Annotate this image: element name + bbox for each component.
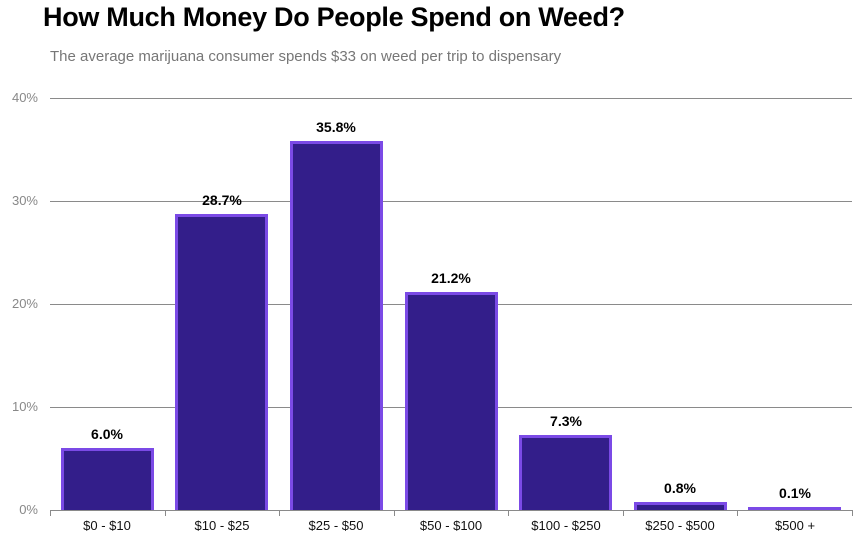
- x-axis-tick: [50, 510, 51, 516]
- bar-value-label: 0.8%: [664, 480, 696, 496]
- gridline-40: [50, 98, 852, 99]
- bar-value-label: 21.2%: [431, 270, 471, 286]
- bar: [634, 502, 727, 510]
- bar: [175, 214, 268, 510]
- x-category-label: $0 - $10: [83, 518, 131, 533]
- y-tick-label: 40%: [11, 90, 38, 105]
- gridline-30: [50, 201, 852, 202]
- x-axis-tick: [623, 510, 624, 516]
- x-axis-tick: [165, 510, 166, 516]
- x-axis-tick: [279, 510, 280, 516]
- x-axis-tick: [508, 510, 509, 516]
- y-tick-label: 20%: [11, 296, 38, 311]
- bar-value-label: 7.3%: [550, 413, 582, 429]
- x-category-label: $25 - $50: [308, 518, 364, 533]
- bar-value-label: 6.0%: [91, 426, 123, 442]
- chart-subtitle: The average marijuana consumer spends $3…: [50, 48, 562, 65]
- bar: [748, 507, 841, 510]
- x-category-label: $10 - $25: [194, 518, 250, 533]
- bar-value-label: 35.8%: [316, 119, 356, 135]
- x-category-label: $50 - $100: [419, 518, 483, 533]
- x-axis-tick: [394, 510, 395, 516]
- y-tick-label: 0%: [19, 502, 38, 517]
- x-category-label: $500 +: [774, 518, 816, 533]
- x-category-label: $250 - $500: [645, 518, 715, 533]
- bar: [405, 292, 498, 510]
- bar-value-label: 28.7%: [202, 192, 242, 208]
- bar: [519, 435, 612, 510]
- gridline-0: [50, 510, 852, 511]
- bar: [61, 448, 154, 510]
- x-axis-tick: [737, 510, 738, 516]
- y-tick-label: 10%: [11, 399, 38, 414]
- bar: [290, 141, 383, 510]
- x-category-label: $100 - $250: [531, 518, 601, 533]
- y-tick-label: 30%: [11, 193, 38, 208]
- chart-title: How Much Money Do People Spend on Weed?: [43, 2, 625, 32]
- bar-value-label: 0.1%: [779, 485, 811, 501]
- x-axis-tick: [852, 510, 853, 516]
